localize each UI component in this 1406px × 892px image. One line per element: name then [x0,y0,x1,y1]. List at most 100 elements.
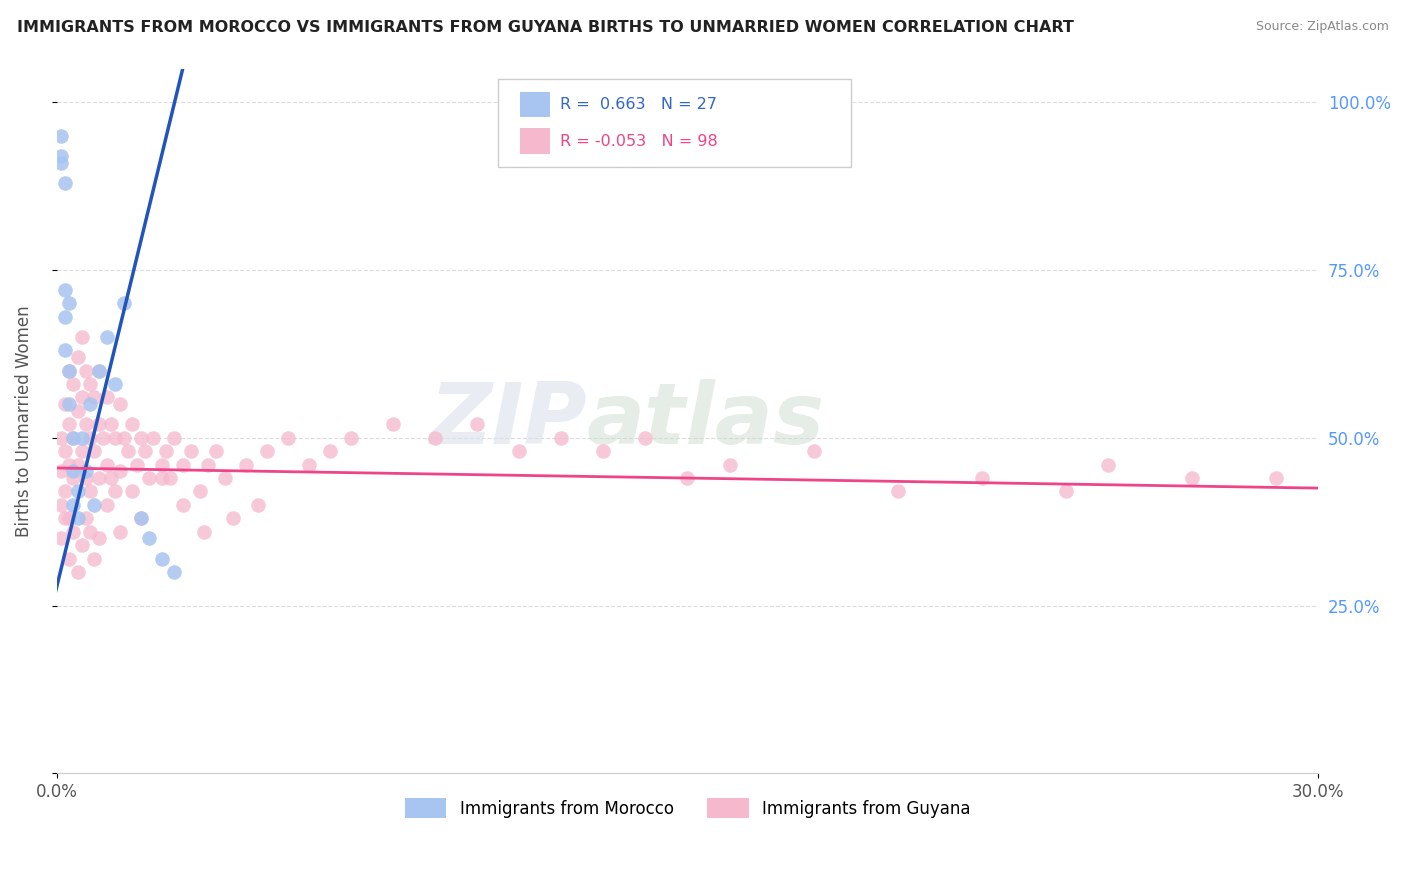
Point [58,363,80,377]
Point [104,431,127,445]
Point [172,458,194,472]
Point [75,471,97,485]
Point [62,464,84,478]
Point [49,532,72,546]
Point [1054,484,1077,499]
Point [53,176,76,190]
Point [150,458,173,472]
Point [129,511,152,525]
Y-axis label: Births to Unmarried Women: Births to Unmarried Women [15,305,32,537]
Point [62,498,84,512]
Point [70,431,93,445]
Point [803,444,825,458]
Point [104,484,127,499]
Point [159,471,181,485]
Point [193,524,215,539]
Point [49,498,72,512]
Point [121,484,143,499]
Point [58,363,80,377]
Point [100,417,122,432]
Point [53,484,76,499]
Point [163,565,186,579]
Text: R = -0.053   N = 98: R = -0.053 N = 98 [560,134,718,149]
Point [125,458,148,472]
Point [79,524,101,539]
Point [53,343,76,358]
Point [58,551,80,566]
Point [163,431,186,445]
Point [49,155,72,169]
Point [87,471,110,485]
Point [188,484,211,499]
Point [49,464,72,478]
Point [197,458,219,472]
Point [49,149,72,163]
Point [886,484,908,499]
Point [508,444,530,458]
Point [134,444,156,458]
Point [66,484,89,499]
Point [550,431,572,445]
Point [83,391,105,405]
Point [256,444,278,458]
Point [58,397,80,411]
Point [214,471,236,485]
Point [970,471,993,485]
Point [79,377,101,392]
Point [53,397,76,411]
Point [49,431,72,445]
Point [75,363,97,377]
Point [75,464,97,478]
Legend: Immigrants from Morocco, Immigrants from Guyana: Immigrants from Morocco, Immigrants from… [398,791,977,825]
Text: R =  0.663   N = 27: R = 0.663 N = 27 [560,97,717,112]
Point [53,511,76,525]
Point [79,484,101,499]
Point [298,458,321,472]
Point [172,498,194,512]
Point [150,471,173,485]
Point [676,471,699,485]
Point [58,296,80,310]
Point [112,296,135,310]
Point [138,471,160,485]
Point [58,458,80,472]
Point [108,397,131,411]
Point [247,498,270,512]
Point [340,431,363,445]
Point [79,397,101,411]
Point [66,458,89,472]
Point [100,471,122,485]
Point [70,330,93,344]
Point [53,310,76,324]
Point [319,444,342,458]
Point [129,511,152,525]
Text: ZIP: ZIP [429,379,586,462]
Point [104,377,127,392]
Point [87,363,110,377]
Point [53,283,76,297]
Point [70,538,93,552]
Point [235,458,257,472]
Point [87,363,110,377]
Point [1181,471,1204,485]
Point [205,444,228,458]
Point [423,431,446,445]
Point [129,431,152,445]
Point [465,417,488,432]
Point [70,391,93,405]
Point [138,532,160,546]
Point [96,391,118,405]
Point [222,511,245,525]
Point [592,444,614,458]
Point [62,471,84,485]
Point [150,551,173,566]
Point [83,551,105,566]
Point [83,498,105,512]
Point [62,431,84,445]
Bar [520,92,550,117]
Point [112,431,135,445]
Point [62,377,84,392]
Point [180,444,202,458]
Point [108,524,131,539]
Point [142,431,165,445]
